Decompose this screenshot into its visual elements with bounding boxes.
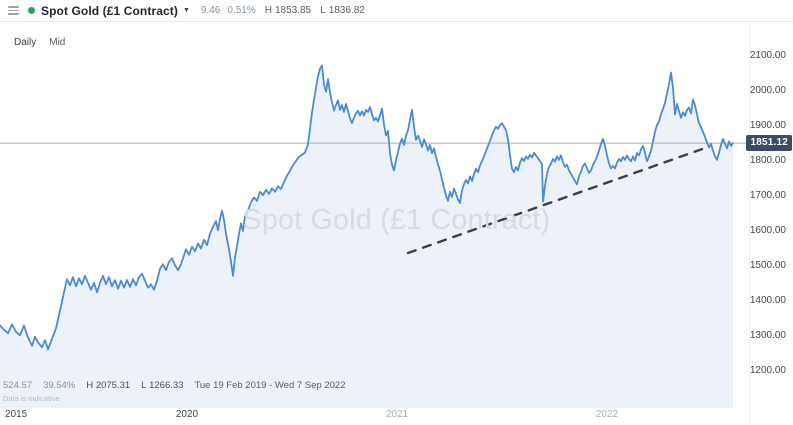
range-low: L 1266.33 bbox=[141, 380, 183, 391]
current-price-badge: 1851.12 bbox=[746, 135, 792, 151]
y-axis-tick: 1900.00 bbox=[749, 120, 786, 131]
price-chart-canvas[interactable] bbox=[0, 0, 750, 425]
y-axis-tick: 1700.00 bbox=[749, 190, 786, 201]
tab-mid[interactable]: Mid bbox=[49, 37, 66, 48]
change-percent: 0.51% bbox=[227, 5, 256, 16]
y-axis-tick: 1800.00 bbox=[749, 155, 786, 166]
low-label: L bbox=[320, 5, 326, 16]
axis-divider bbox=[749, 22, 750, 425]
high-value: 1853.85 bbox=[274, 5, 312, 16]
range-low-value: 1266.33 bbox=[149, 380, 184, 391]
series-area-fill bbox=[0, 65, 733, 408]
range-change-percent: 39.54% bbox=[43, 380, 76, 391]
timeframe-tabs: Daily Mid bbox=[14, 37, 65, 48]
data-indicative-note: Data is indicative bbox=[3, 394, 60, 403]
y-axis-tick: 1200.00 bbox=[749, 365, 786, 376]
low-value: 1836.82 bbox=[328, 5, 365, 16]
y-axis-tick: 1600.00 bbox=[749, 225, 786, 236]
instrument-header: Spot Gold (£1 Contract) ▼ 9.46 0.51% H 18… bbox=[0, 0, 793, 22]
session-low: L 1836.82 bbox=[320, 5, 365, 16]
tab-daily[interactable]: Daily bbox=[14, 37, 37, 48]
x-axis: 2015 2020 2021 2022 bbox=[0, 409, 748, 423]
y-axis-tick: 1400.00 bbox=[749, 295, 786, 306]
range-low-label: L bbox=[141, 380, 147, 391]
range-change-value: 524.57 bbox=[3, 380, 33, 391]
range-high: H 2075.31 bbox=[86, 380, 130, 391]
y-axis-tick: 2100.00 bbox=[749, 50, 786, 61]
range-high-value: 2075.31 bbox=[95, 380, 131, 391]
hamburger-menu-icon[interactable] bbox=[8, 6, 19, 15]
x-axis-tick: 2015 bbox=[5, 409, 28, 420]
y-axis-tick: 1500.00 bbox=[749, 260, 786, 271]
market-open-dot-icon bbox=[28, 7, 35, 14]
x-axis-tick: 2020 bbox=[175, 409, 199, 420]
range-high-label: H bbox=[86, 380, 94, 391]
x-axis-tick: 2021 bbox=[385, 409, 409, 420]
range-stats: 524.57 39.54% H 2075.31 L 1266.33 Tue 19… bbox=[3, 380, 346, 391]
instrument-title[interactable]: Spot Gold (£1 Contract) bbox=[41, 3, 178, 18]
y-axis-tick: 1300.00 bbox=[749, 330, 786, 341]
high-label: H bbox=[264, 5, 272, 16]
x-axis-tick: 2022 bbox=[595, 409, 619, 420]
y-axis-tick: 2000.00 bbox=[749, 85, 786, 96]
price-series-line bbox=[0, 64, 734, 351]
chevron-down-icon[interactable]: ▼ bbox=[182, 7, 190, 14]
dashed-trendline[interactable] bbox=[406, 147, 704, 255]
session-high: H 1853.85 bbox=[265, 5, 311, 16]
date-range: Tue 19 Feb 2019 - Wed 7 Sep 2022 bbox=[194, 380, 346, 391]
change-value: 9.46 bbox=[200, 5, 221, 16]
